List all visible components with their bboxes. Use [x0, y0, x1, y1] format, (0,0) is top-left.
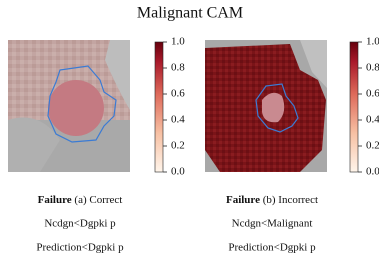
colorbar-tick-label: 0.2	[366, 140, 379, 152]
caption-tag: (b) Incorrect	[263, 194, 318, 206]
caption-prediction: Prediction<Dgpki p	[228, 242, 316, 254]
colorbar-tick-label: 1.0	[171, 36, 185, 48]
colorbar-tick-label: 0.0	[366, 166, 379, 178]
caption-label: Ncdgn<Dgpki p	[44, 218, 116, 230]
colorbar-tick-label: 0.8	[366, 62, 379, 74]
colorbar-tick-label: 0.6	[366, 88, 379, 100]
colorbar-tick-label: 0.4	[171, 114, 185, 126]
panel-b-image	[205, 40, 327, 172]
colorbar-tick-label: 0.0	[171, 166, 185, 178]
colorbar-tick-label: 0.2	[171, 140, 185, 152]
caption-title: Failure (b) Incorrect	[226, 194, 318, 206]
colorbar-tick-label: 0.8	[171, 62, 185, 74]
caption-lead: Failure	[38, 194, 72, 206]
caption-prediction: Prediction<Dgpki p	[36, 242, 124, 254]
caption-title: Failure (a) Correct	[38, 194, 123, 206]
colorbar-tick-label: 0.4	[366, 114, 379, 126]
colorbar-tick-label: 1.0	[366, 36, 379, 48]
figure-title: Malignant CAM	[137, 5, 243, 22]
colorbar-tick-label: 0.6	[171, 88, 185, 100]
figure: Malignant CAM 0.0 0.2 0.4 0.6 0.8 1.0 Failure …	[0, 0, 379, 263]
colorbar	[155, 42, 163, 172]
panel-a-image	[8, 40, 130, 172]
caption-tag: (a) Correct	[74, 194, 122, 206]
caption-label: Ncdgn<Malignant	[232, 218, 313, 230]
caption-lead: Failure	[226, 194, 260, 206]
colorbar	[350, 42, 358, 172]
